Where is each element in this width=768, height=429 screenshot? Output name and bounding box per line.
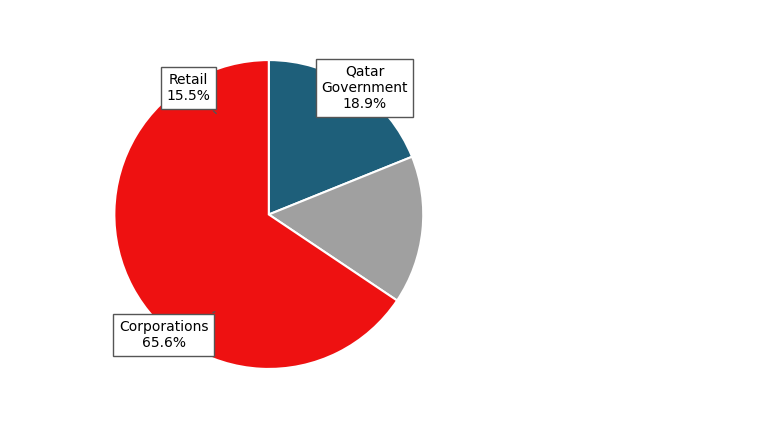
Text: Qatar
Government
18.9%: Qatar Government 18.9% xyxy=(321,65,408,117)
Wedge shape xyxy=(269,157,423,300)
Text: Retail
15.5%: Retail 15.5% xyxy=(167,73,217,114)
Wedge shape xyxy=(114,60,397,369)
Text: Corporations
65.6%: Corporations 65.6% xyxy=(119,312,215,350)
Wedge shape xyxy=(269,60,412,214)
